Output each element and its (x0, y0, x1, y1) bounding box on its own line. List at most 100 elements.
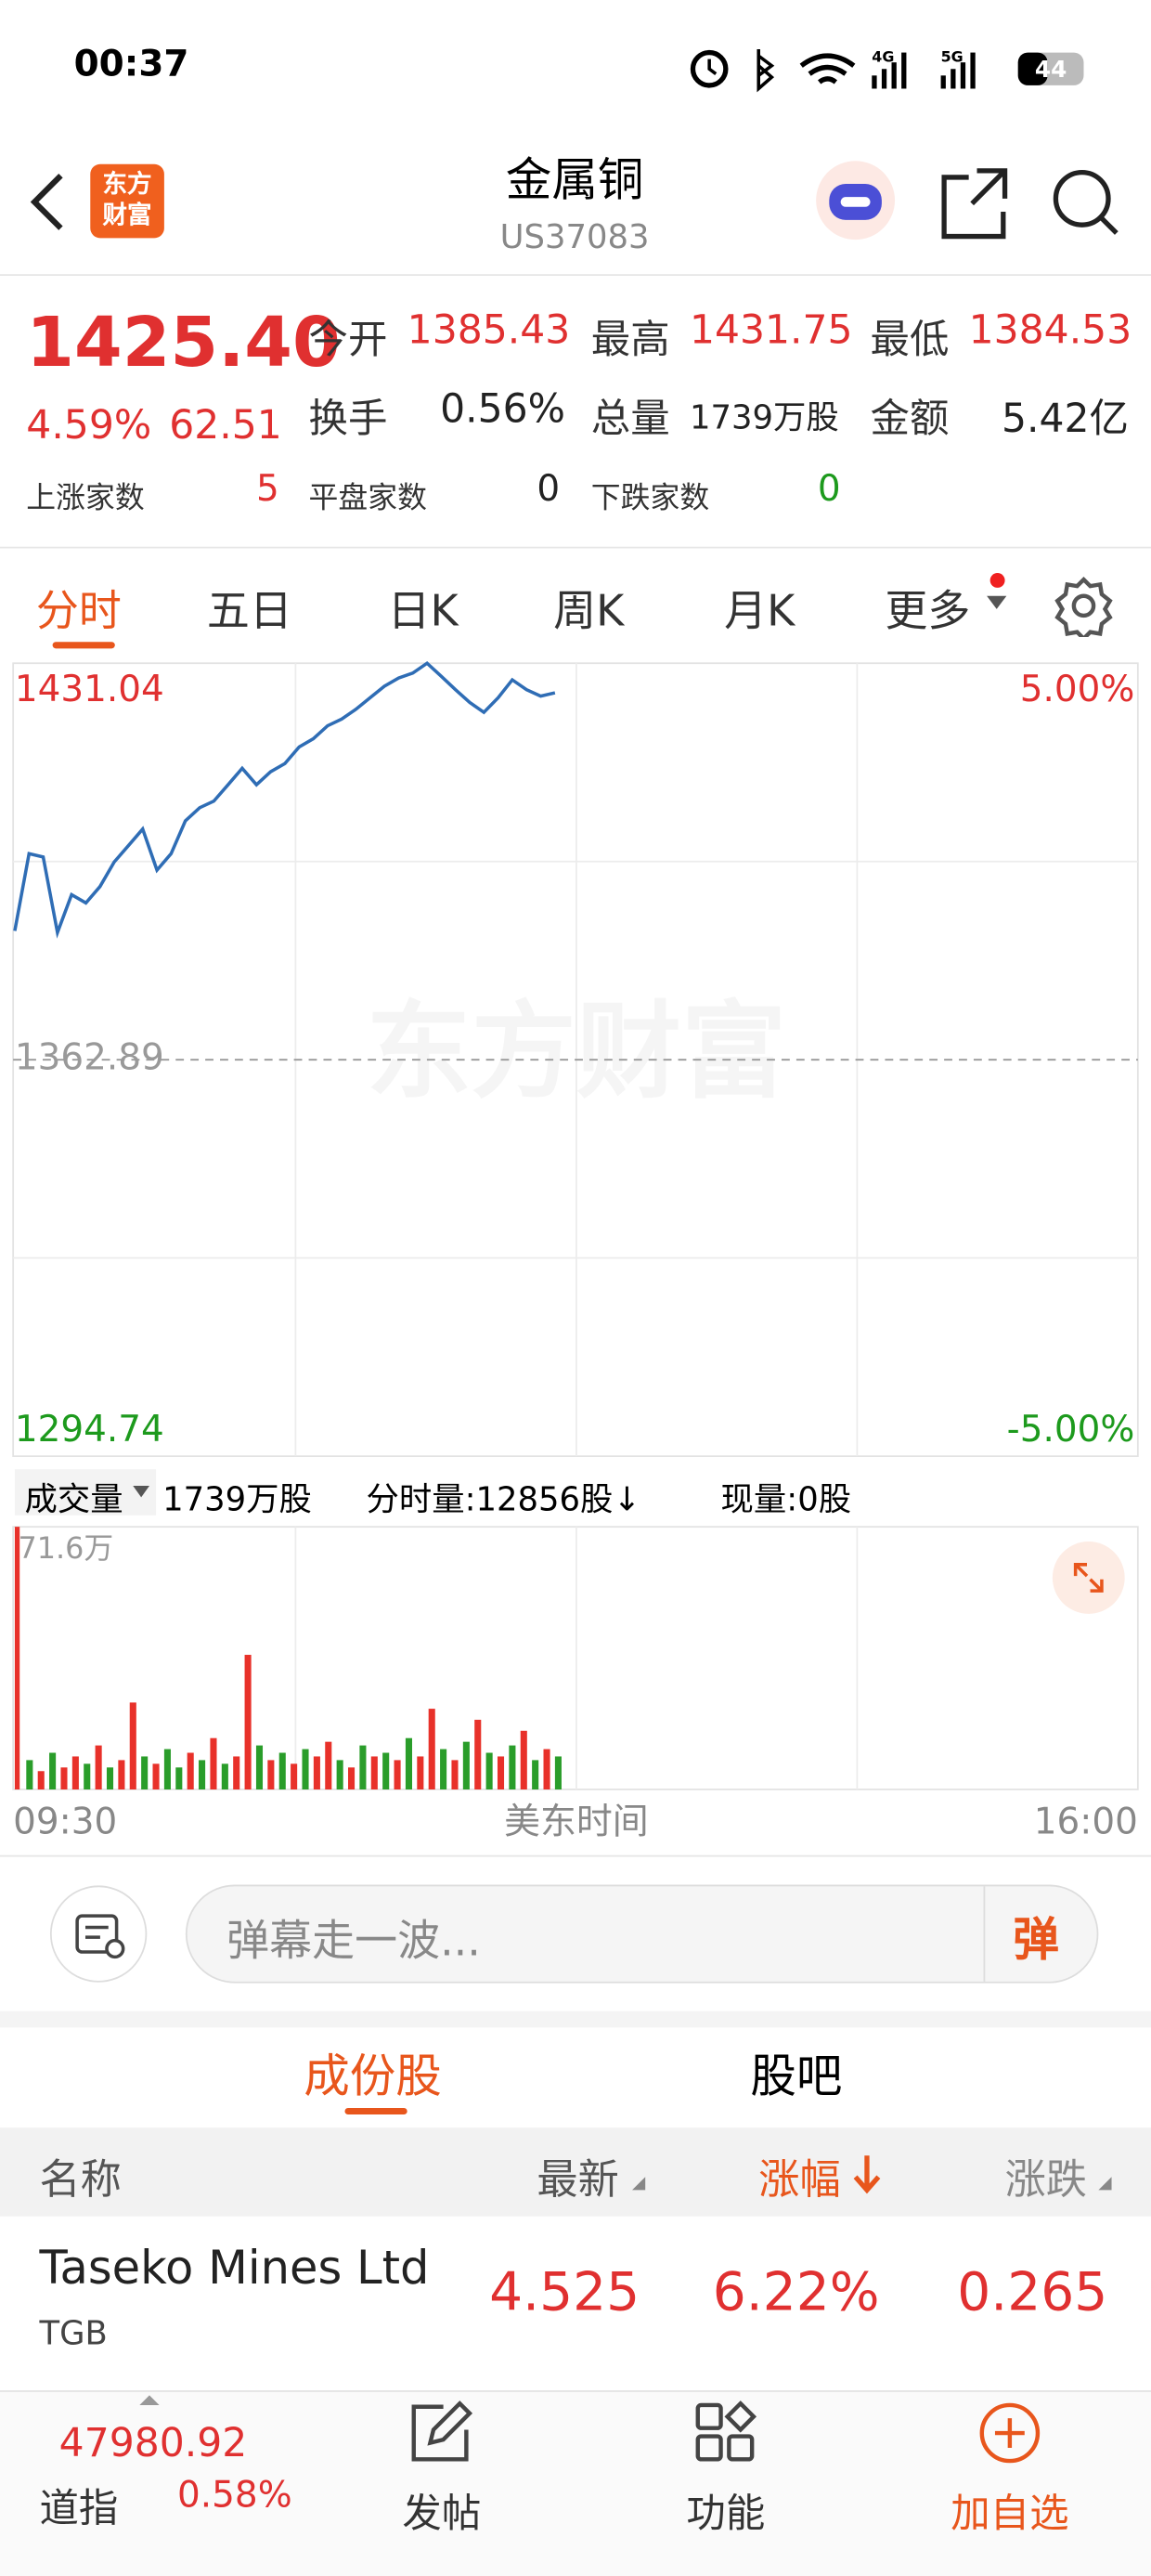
column-header[interactable]: 名称 (39, 2155, 122, 2204)
nav-label[interactable]: 发帖 (402, 2490, 482, 2537)
volume-bar (359, 1745, 367, 1790)
y-tick-label: 71.6万 (18, 1530, 113, 1566)
nav-label[interactable]: 功能 (686, 2490, 766, 2537)
dropdown-arrow (133, 1485, 149, 1498)
y2-tick-label: 5.00% (1020, 669, 1135, 710)
volume-bar (520, 1730, 527, 1790)
logo-text: 财富 (102, 200, 152, 230)
function-icon[interactable] (692, 2400, 758, 2466)
y-tick-label: 1431.04 (15, 669, 164, 710)
volume-total: 1739万股 (162, 1478, 312, 1519)
sort-icon (632, 2177, 646, 2191)
stat-value: 1384.53 (968, 306, 1132, 354)
stat-label: 换手 (308, 396, 388, 442)
post-icon[interactable] (407, 2400, 473, 2466)
stock-name[interactable]: Taseko Mines Ltd (39, 2241, 430, 2296)
volume-bar (543, 1749, 550, 1790)
volume-bar (221, 1763, 228, 1790)
volume-bar (405, 1737, 412, 1790)
column-header[interactable]: 最新 (537, 2155, 619, 2204)
volume-bar (485, 1752, 493, 1790)
period-tab[interactable]: 分时 (35, 587, 122, 637)
danmu-settings[interactable] (49, 1885, 151, 1987)
volume-bar (291, 1763, 298, 1790)
dropdown-arrow (987, 595, 1007, 609)
expand-button[interactable] (1051, 1540, 1126, 1615)
danmu-button[interactable]: 弹 (1013, 1912, 1059, 1967)
volume-selector[interactable] (14, 1469, 157, 1516)
period-volume: 分时量:12856股↓ (366, 1478, 641, 1519)
badge-dot (989, 572, 1005, 588)
x-tick-label: 16:00 (1034, 1802, 1138, 1843)
volume-bar (267, 1760, 275, 1790)
volume-bar (370, 1756, 378, 1790)
column-header[interactable]: 涨幅 (758, 2155, 841, 2204)
status-icons: 4G 5G 44 (690, 47, 1084, 93)
volume-bar (451, 1760, 459, 1790)
logo-text: 东方 (102, 169, 152, 199)
share-button[interactable] (941, 168, 1008, 240)
index-name[interactable]: 道指 (39, 2485, 119, 2532)
volume-bar (210, 1737, 217, 1790)
add-watch-icon[interactable] (976, 2400, 1042, 2466)
volume-bar (141, 1756, 149, 1790)
volume-bar (509, 1745, 516, 1790)
volume-bar (152, 1763, 160, 1790)
volume-bar (497, 1756, 505, 1790)
volume-bar (348, 1767, 356, 1790)
volume-bar (336, 1760, 343, 1790)
stock-name: 金属铜 (505, 152, 644, 207)
volume-bar (554, 1756, 562, 1790)
breadth-label: 下跌家数 (590, 480, 710, 516)
last-price: 1425.40 (26, 302, 341, 383)
search-button[interactable] (1053, 169, 1119, 235)
section-tab[interactable]: 股吧 (750, 2049, 843, 2103)
divider (983, 1886, 986, 1982)
current-volume: 现量:0股 (720, 1478, 852, 1519)
period-tab[interactable]: 周K (553, 587, 625, 637)
volume-bar (313, 1756, 320, 1790)
volume-bar (532, 1760, 539, 1790)
volume-bar (462, 1741, 470, 1790)
volume-bar (49, 1752, 57, 1790)
volume-bar (71, 1756, 79, 1790)
volume-bar (175, 1767, 183, 1790)
stat-value: 1431.75 (689, 306, 853, 354)
volume-bar (129, 1702, 136, 1790)
column-header[interactable]: 涨跌 (1004, 2155, 1088, 2204)
stat-label: 总量 (590, 396, 670, 442)
period-tab[interactable]: 五日 (206, 587, 292, 637)
settings-button[interactable] (1053, 575, 1115, 637)
cell: 6.22% (712, 2260, 880, 2323)
danmu-input[interactable] (185, 1884, 1099, 1984)
back-button[interactable] (25, 169, 74, 235)
section-gap (0, 2010, 1151, 2028)
volume-bar (37, 1771, 45, 1790)
section-tab[interactable]: 成份股 (304, 2049, 442, 2103)
nav-label[interactable]: 加自选 (951, 2490, 1069, 2537)
app-logo[interactable]: 东方 财富 (90, 163, 164, 239)
change-pct: 4.59% (26, 402, 152, 449)
period-tab[interactable]: 月K (724, 587, 795, 637)
signal-label: 4G (872, 47, 894, 65)
period-tab[interactable]: 日K (387, 587, 459, 637)
x-tick-label: 09:30 (13, 1802, 117, 1843)
cell: 4.525 (489, 2260, 640, 2323)
index-pct[interactable]: 0.58% (177, 2475, 292, 2517)
volume-bar (382, 1752, 390, 1790)
y2-tick-label: -5.00% (1007, 1409, 1135, 1451)
y-tick-label: 1294.74 (15, 1409, 164, 1451)
volume-bar (394, 1760, 401, 1790)
volume-bar (199, 1760, 206, 1790)
volume-bar (244, 1655, 252, 1790)
stat-label: 金额 (870, 396, 950, 442)
period-tab[interactable]: 更多 (885, 587, 971, 637)
breadth-label: 平盘家数 (308, 480, 427, 516)
stat-value: 1385.43 (407, 306, 571, 354)
price-line (13, 660, 556, 939)
index-value[interactable]: 47980.92 (58, 2419, 248, 2466)
danmu-placeholder: 弹幕走一波... (226, 1917, 481, 1967)
volume-bar (440, 1749, 447, 1790)
